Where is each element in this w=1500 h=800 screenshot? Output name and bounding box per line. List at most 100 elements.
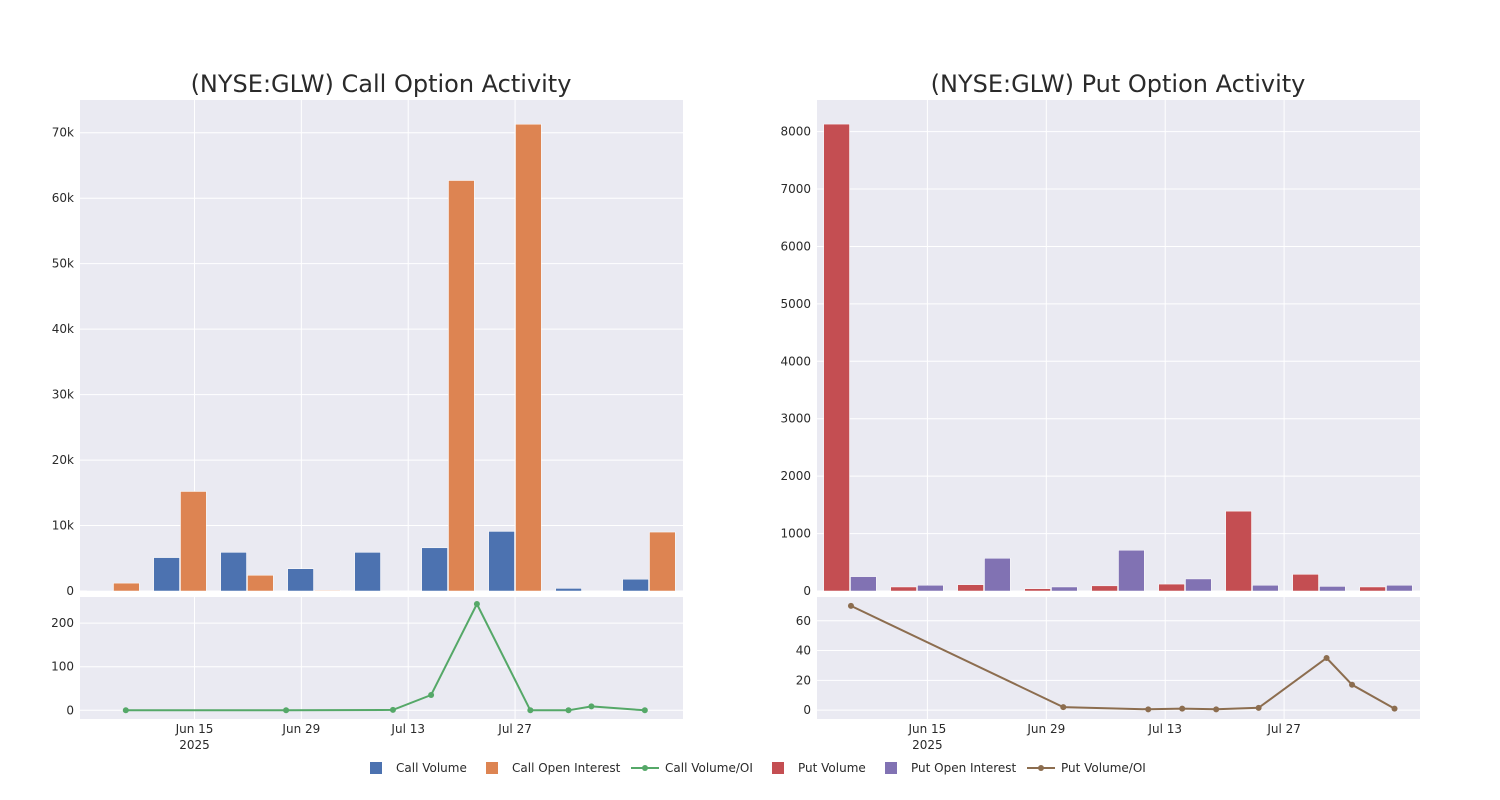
put-bar-put-open-interest [1185, 578, 1212, 592]
call-bar-call-open-interest [113, 582, 140, 592]
legend-swatch [486, 762, 498, 774]
call-ratio-ytick-label: 100 [51, 660, 74, 674]
put-bar-put-open-interest [1319, 586, 1346, 592]
call-ratio-point [641, 707, 648, 714]
call-ratio-ytick-label: 200 [51, 616, 74, 630]
put-ratio-point [1323, 655, 1330, 661]
call-ratio-point [428, 692, 435, 699]
call-bar-call-open-interest [515, 123, 542, 592]
call-bar-call-open-interest [314, 590, 341, 592]
legend: Call Volume Call Open Interest Call Volume… [370, 761, 1146, 775]
legend-label: Call Volume/OI [665, 761, 753, 775]
legend-swatch [885, 762, 897, 774]
call-ytick-label: 20k [52, 453, 74, 467]
put-xtick-label: Jul 13 [1147, 722, 1182, 736]
call-bar-panel [80, 100, 683, 591]
call-ratio-point [122, 707, 129, 714]
put-bar-put-volume [957, 584, 984, 592]
put-ytick-label: 3000 [780, 412, 811, 426]
put-bar-put-volume [1292, 574, 1319, 592]
call-ytick-label: 70k [52, 126, 74, 140]
put-xtick-label: Jul 27 [1266, 722, 1301, 736]
put-bar-put-volume [1091, 585, 1118, 592]
put-ytick-label: 0 [803, 584, 811, 598]
put-bar-put-open-interest [984, 558, 1011, 592]
put-ratio-point [1179, 705, 1186, 712]
legend-label: Put Open Interest [911, 761, 1017, 775]
call-ytick-label: 60k [52, 191, 74, 205]
put-ratio-point [1213, 706, 1220, 713]
call-xtick-label: Jun 29 [281, 722, 320, 736]
put-ratio-ytick-label: 20 [796, 673, 811, 687]
put-xtick-label: Jun 29 [1026, 722, 1065, 736]
put-ytick-label: 8000 [780, 125, 811, 139]
call-xtick-label: Jun 15 [175, 722, 214, 736]
put-ratio-point [847, 602, 854, 609]
put-ratio-point [1349, 681, 1356, 688]
put-bar-put-volume [890, 586, 917, 592]
put-ytick-label: 7000 [780, 182, 811, 196]
put-bar-put-open-interest [917, 585, 944, 592]
put-ratio-point [1060, 704, 1067, 711]
legend-label: Call Volume [396, 761, 467, 775]
call-bar-call-volume [287, 568, 314, 592]
call-ratio-panel [80, 597, 683, 719]
put-ytick-label: 4000 [780, 354, 811, 368]
legend-label: Put Volume [798, 761, 866, 775]
put-bar-put-volume [823, 123, 850, 592]
call-ytick-label: 10k [52, 519, 74, 533]
call-ratio-point [588, 703, 595, 710]
put-chart: 0 1000 2000 3000 4000 5000 6000 7000 8000 0 20 40 60… [780, 100, 1420, 752]
call-ytick-label: 30k [52, 388, 74, 402]
put-bar-put-open-interest [1118, 549, 1145, 592]
put-ratio-ytick-label: 40 [796, 644, 811, 658]
put-ytick-label: 1000 [780, 527, 811, 541]
call-xtick-year-label: 2025 [179, 738, 210, 752]
call-ytick-label: 40k [52, 322, 74, 336]
put-ytick-label: 5000 [780, 297, 811, 311]
put-bar-put-open-interest [1252, 585, 1279, 592]
call-ratio-point [473, 600, 480, 607]
put-ytick-label: 2000 [780, 469, 811, 483]
put-chart-title: (NYSE:GLW) Put Option Activity [931, 70, 1306, 98]
legend-label: Put Volume/OI [1061, 761, 1146, 775]
put-ratio-point [1145, 706, 1152, 713]
put-ratio-ytick-label: 60 [796, 614, 811, 628]
call-bar-call-volume [220, 552, 247, 592]
call-bar-call-open-interest [180, 491, 207, 592]
legend-swatch [772, 762, 784, 774]
put-bar-panel [817, 100, 1420, 591]
put-bar-put-volume [1225, 510, 1252, 592]
call-xtick-label: Jul 13 [390, 722, 425, 736]
put-ratio-panel [817, 597, 1420, 719]
put-xtick-label: Jun 15 [907, 722, 946, 736]
call-ytick-label: 50k [52, 257, 74, 271]
legend-marker [642, 765, 648, 771]
call-bar-call-volume [153, 557, 180, 592]
call-bar-call-volume [421, 547, 448, 592]
put-ratio-ytick-label: 0 [803, 703, 811, 717]
put-bar-put-volume [1024, 588, 1051, 592]
put-ratio-point [1391, 705, 1398, 712]
call-ratio-point [527, 707, 534, 714]
put-bar-put-volume [1158, 583, 1185, 592]
call-chart: 0 10k 20k 30k 40k 50k 60k 70k 0 100 200 Jun 15 Jun 2… [51, 100, 683, 752]
call-bar-call-open-interest [649, 531, 676, 592]
legend-swatch [370, 762, 382, 774]
put-xtick-year-label: 2025 [912, 738, 943, 752]
call-bar-call-volume [354, 552, 381, 592]
put-bar-put-open-interest [850, 576, 877, 592]
call-ratio-point [565, 707, 572, 714]
put-bar-put-volume [1359, 586, 1386, 592]
call-bar-call-volume [555, 588, 582, 592]
call-bar-call-volume [622, 578, 649, 592]
put-bar-put-open-interest [1386, 585, 1413, 592]
call-ratio-point [389, 706, 396, 713]
call-bar-call-open-interest [247, 575, 274, 592]
call-ratio-ytick-label: 0 [66, 703, 74, 717]
call-bar-call-open-interest [448, 180, 475, 592]
call-chart-title: (NYSE:GLW) Call Option Activity [191, 70, 572, 98]
call-xtick-label: Jul 27 [497, 722, 532, 736]
put-bar-put-open-interest [1051, 586, 1078, 592]
